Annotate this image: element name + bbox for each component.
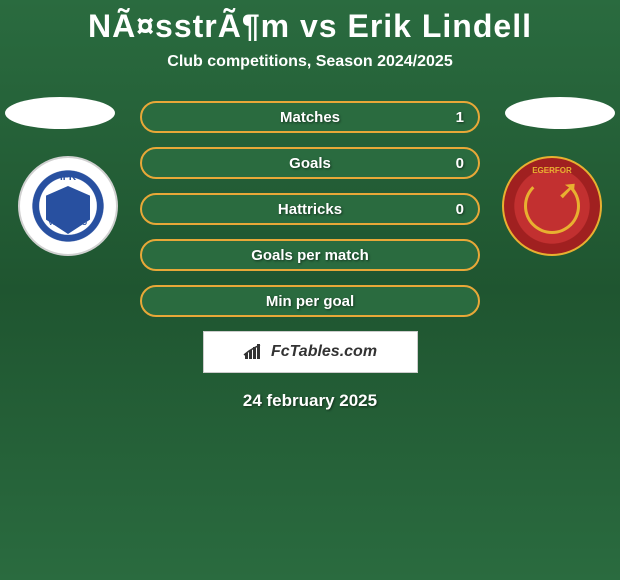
stat-value-right: 0 bbox=[456, 201, 464, 218]
stat-row-goals-per-match: Goals per match bbox=[140, 239, 480, 271]
stats-container: Matches 1 Goals 0 Hattricks 0 Goals per … bbox=[140, 101, 480, 317]
comparison-area: VARNAMO EGERFOR Matches 1 Goals 0 Hattri… bbox=[0, 101, 620, 411]
stat-label: Goals per match bbox=[251, 247, 369, 264]
watermark-box[interactable]: FcTables.com bbox=[203, 331, 418, 373]
stat-row-goals: Goals 0 bbox=[140, 147, 480, 179]
stat-label: Hattricks bbox=[278, 201, 342, 218]
player-avatar-left bbox=[5, 97, 115, 129]
stat-row-hattricks: Hattricks 0 bbox=[140, 193, 480, 225]
badge-text-right: EGERFOR bbox=[532, 166, 572, 175]
stat-row-min-per-goal: Min per goal bbox=[140, 285, 480, 317]
watermark-brand: FcTables.com bbox=[271, 343, 377, 361]
stat-label: Min per goal bbox=[266, 293, 354, 310]
stat-row-matches: Matches 1 bbox=[140, 101, 480, 133]
stat-label: Matches bbox=[280, 109, 340, 126]
page-subtitle: Club competitions, Season 2024/2025 bbox=[0, 53, 620, 71]
stat-value-right: 0 bbox=[456, 155, 464, 172]
stat-value-right: 1 bbox=[456, 109, 464, 126]
badge-text-left: VARNAMO bbox=[48, 220, 87, 227]
header: NÃ¤sstrÃ¶m vs Erik Lindell Club competit… bbox=[0, 0, 620, 71]
chart-bars-icon bbox=[243, 343, 265, 361]
team-badge-left: VARNAMO bbox=[18, 156, 118, 256]
stat-label: Goals bbox=[289, 155, 331, 172]
date-label: 24 february 2025 bbox=[0, 391, 620, 411]
player-avatar-right bbox=[505, 97, 615, 129]
page-title: NÃ¤sstrÃ¶m vs Erik Lindell bbox=[0, 8, 620, 45]
team-badge-right: EGERFOR bbox=[502, 156, 602, 256]
